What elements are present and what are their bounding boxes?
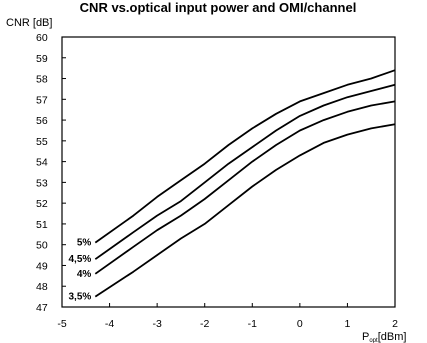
y-tick-label: 51 [36, 219, 48, 231]
x-tick-label: -2 [200, 318, 209, 330]
axis-ticks: 47 48 49 50 51 52 53 54 55 56 57 58 59 60 -5 -4 -3 -2 -1 0 1… [36, 32, 398, 330]
y-tick-label: 59 [36, 53, 48, 65]
y-tick-label: 56 [36, 115, 48, 127]
y-tick-label: 47 [36, 302, 48, 314]
x-tick-label: -1 [248, 318, 257, 330]
y-tick-label: 54 [36, 157, 48, 169]
x-tick-label: -3 [152, 318, 161, 330]
series-line-3 [94, 123, 396, 298]
y-axis-label: CNR [dB] [6, 17, 52, 29]
x-tick-label: -4 [105, 318, 114, 330]
y-tick-label: 57 [36, 94, 48, 106]
series-label: 3,5% [69, 292, 92, 303]
y-tick-label: 60 [36, 32, 48, 44]
series-labels: 5% 4,5% 4% 3,5% [69, 238, 92, 303]
y-tick-label: 52 [36, 198, 48, 210]
series-group [94, 69, 396, 298]
series-label: 5% [77, 238, 92, 249]
series-label: 4% [77, 269, 92, 280]
x-tick-label: 2 [392, 318, 398, 330]
chart-title: CNR vs.optical input power and OMI/chann… [80, 0, 357, 15]
y-tick-label: 58 [36, 74, 48, 86]
y-tick-label: 49 [36, 260, 48, 272]
y-tick-label: 53 [36, 177, 48, 189]
plot-frame [61, 36, 396, 308]
y-tick-label: 50 [36, 240, 48, 252]
series-line-2 [94, 100, 396, 275]
x-tick-label: -5 [57, 318, 66, 330]
y-tick-label: 48 [36, 281, 48, 293]
series-line-0 [94, 69, 396, 244]
y-tick-label: 55 [36, 136, 48, 148]
x-axis-label: Popt[dBm] [362, 331, 406, 343]
x-tick-label: 1 [345, 318, 351, 330]
series-label: 4,5% [69, 254, 92, 265]
x-tick-label: 0 [297, 318, 303, 330]
series-line-1 [94, 83, 396, 260]
